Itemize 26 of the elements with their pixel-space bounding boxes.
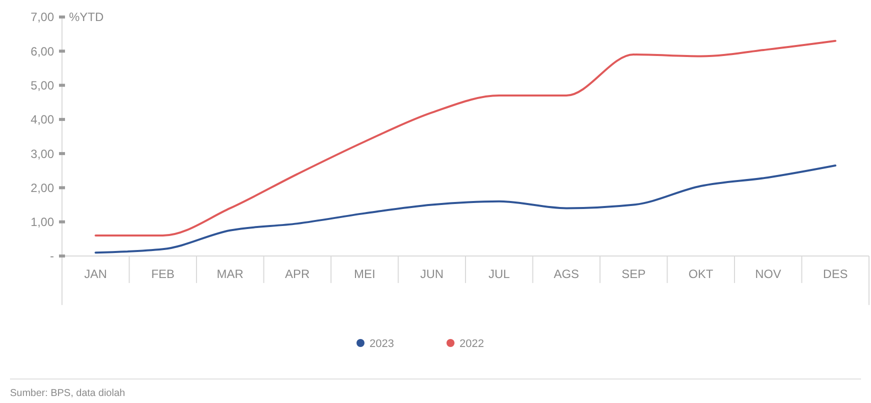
y-tick-label: 5,00 [30,78,54,92]
x-tick-label: DES [823,267,848,281]
y-tick-label: 7,00 [30,10,54,24]
x-tick-label: JAN [84,267,107,281]
x-tick-label: MEI [354,267,376,281]
y-tick-label: 3,00 [30,146,54,161]
y-tick-label: - [50,249,54,264]
line-series [94,40,836,237]
x-tick-label: NOV [755,267,782,281]
x-tick-label: OKT [688,267,714,281]
x-tick-label: JUN [420,267,444,281]
y-tick-label: 4,00 [30,112,54,127]
y-tick-label: 2,00 [30,180,54,195]
x-tick-label: JUL [488,267,510,281]
y-tick-label: 1,00 [30,215,54,230]
y-tick-label: 6,00 [30,44,54,58]
x-tick-label: AGS [554,267,580,281]
legend-label: 2022 [460,338,484,350]
line-series [94,164,836,254]
x-tick-label: FEB [151,267,175,281]
legend-label: 2023 [370,338,394,350]
text: Sumber: BPS, data diolah [10,388,126,399]
x-tick-label: MAR [216,267,244,281]
x-tick-label: SEP [622,267,646,281]
y-axis-title: %YTD [69,10,104,24]
x-tick-label: APR [285,267,310,281]
